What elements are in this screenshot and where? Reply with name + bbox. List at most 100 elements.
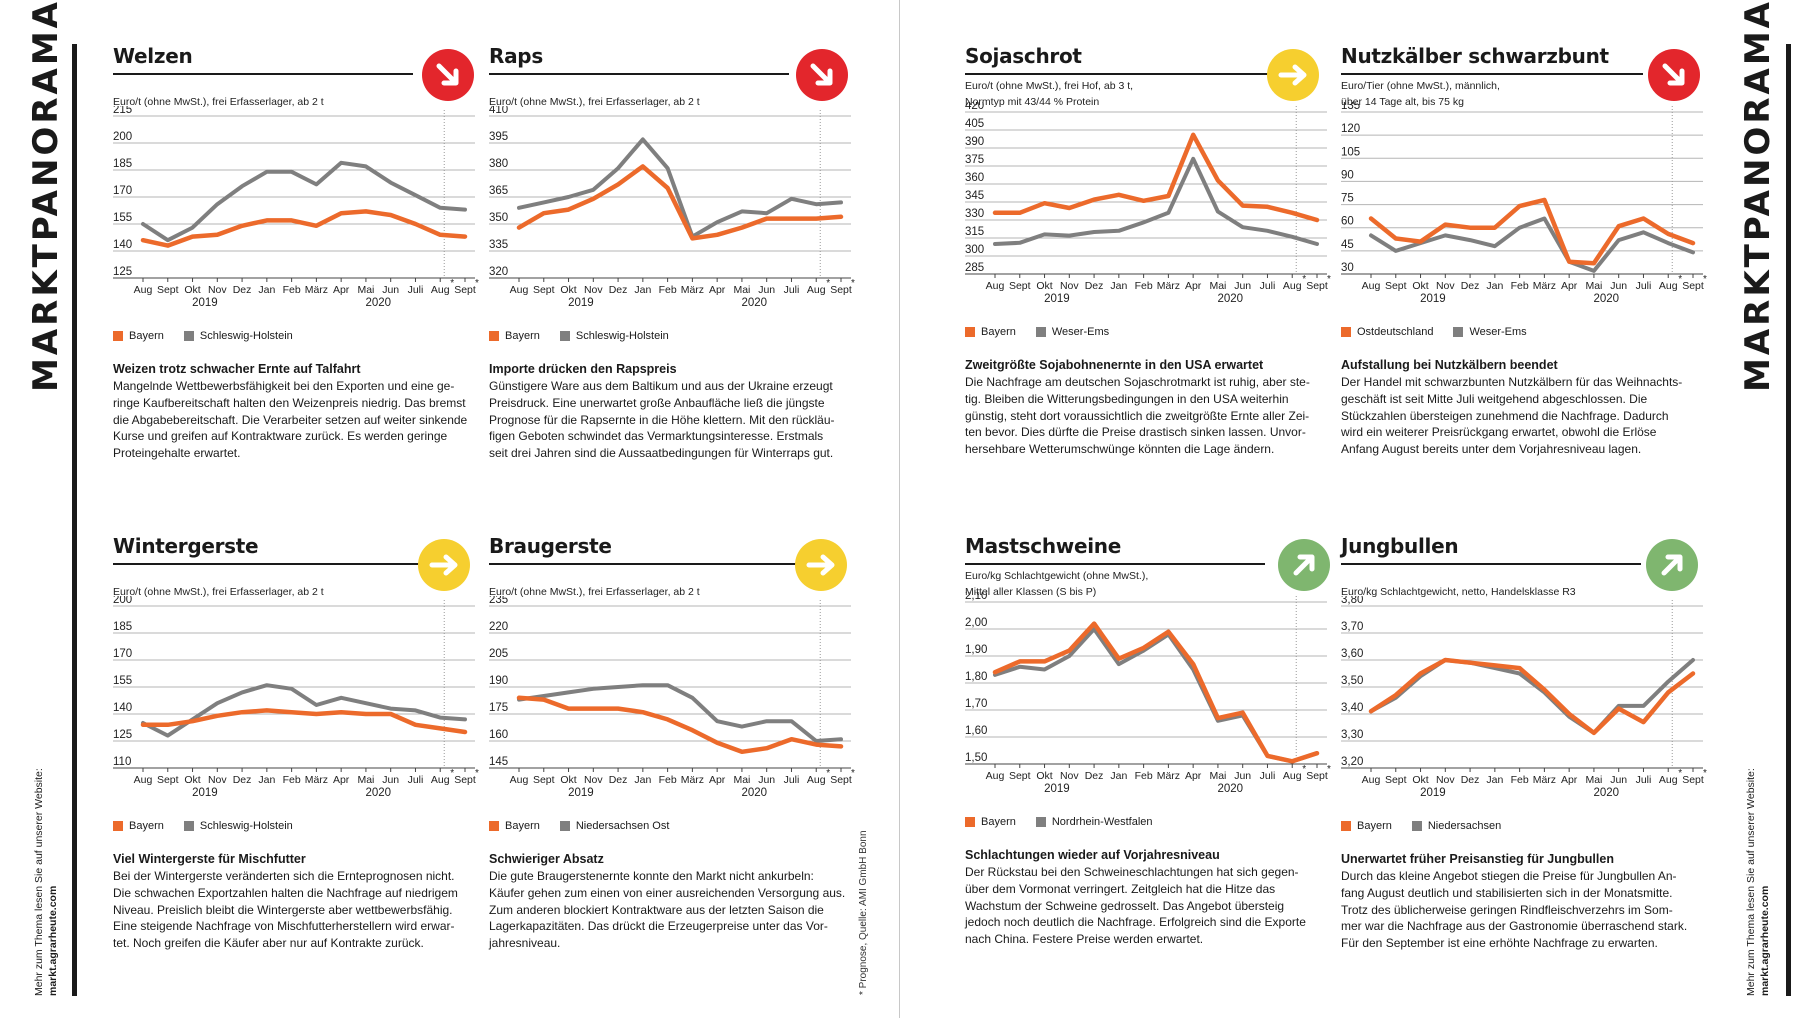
y-tick-label: 1,80 [965, 671, 987, 683]
down-right-arrow-icon [1648, 49, 1700, 101]
article-body-line: Trotz des üblicherweise geringen Rindfle… [1341, 902, 1673, 917]
y-tick-label: 2,00 [965, 617, 987, 629]
article-body-line: die Abgabebereitschaft. Die Verarbeiter … [113, 412, 468, 427]
x-tick-label: Aug [1283, 280, 1302, 292]
unit-label: Normtyp mit 43/44 % Protein [965, 96, 1100, 108]
legend-label: Bayern [981, 326, 1016, 338]
y-tick-label: 405 [965, 118, 984, 130]
year-label: 2020 [1218, 783, 1244, 795]
x-tick-label: Aug [1362, 774, 1381, 786]
x-tick-label: Aug [134, 774, 153, 786]
x-tick-label: Okt [184, 284, 200, 296]
legend-swatch [489, 821, 499, 831]
article-headline: Unerwartet früher Preisanstieg für Jungb… [1341, 852, 1614, 866]
x-tick-label: Okt [184, 774, 200, 786]
x-tick-label: Okt [1412, 280, 1428, 292]
year-label: 2019 [1420, 293, 1446, 305]
x-tick-label: Sept [157, 284, 179, 296]
y-tick-label: 3,80 [1341, 596, 1363, 606]
y-tick-label: 140 [113, 239, 132, 251]
year-label: 2020 [366, 787, 392, 799]
legend-label: Weser-Ems [1051, 326, 1110, 338]
panel-welzen: Welzen Euro/t (ohne MwSt.), frei Erfasser… [113, 44, 479, 534]
x-tick-label: Jun [1234, 770, 1251, 782]
legend-label: Schleswig-Holstein [575, 330, 669, 342]
article-body-line: geschäft ist seit Mitte Juli weitgehend … [1341, 391, 1648, 406]
y-tick-label: 3,70 [1341, 621, 1363, 633]
article-body-line: Prognose für die Rapsernte in die Höhe k… [489, 412, 835, 427]
x-tick-label: Dez [609, 284, 628, 296]
y-tick-label: 170 [113, 648, 132, 660]
y-tick-label: 375 [965, 154, 984, 166]
y-tick-label: 1,70 [965, 698, 987, 710]
x-tick-label: Juli [1260, 280, 1276, 292]
x-tick-label: März [1533, 280, 1556, 292]
y-tick-label: 1,90 [965, 644, 987, 656]
legend-label: Niedersachsen [1427, 820, 1502, 832]
x-tick-label: Apr [1185, 770, 1202, 782]
year-label: 2019 [192, 297, 218, 309]
y-tick-label: 30 [1341, 262, 1354, 274]
article-body-line: fang August deutlich und stabilisierten … [1341, 885, 1673, 900]
x-tick-label: Sept [1682, 774, 1704, 786]
x-tick-label: Aug [1659, 774, 1678, 786]
y-tick-label: 170 [113, 185, 132, 197]
legend-label: Nordrhein-Westfalen [1051, 816, 1153, 828]
left-website-note: Mehr zum Thema lesen Sie auf unserer Web… [32, 768, 60, 996]
y-tick-label: 155 [113, 675, 132, 687]
panel-mastschweine: Mastschweine Euro/kg Schlachtgewicht (ohn… [965, 534, 1331, 1024]
x-tick-label: Mai [733, 284, 750, 296]
forecast-mark: * [1327, 274, 1331, 285]
year-label: 2019 [192, 787, 218, 799]
x-tick-label: Juli [784, 284, 800, 296]
x-tick-label: März [1157, 770, 1180, 782]
legend-label: Bayern [1357, 820, 1392, 832]
x-tick-label: Sept [533, 284, 555, 296]
line-chart: 135 120 105 90 75 60 45 30 Aug Sept Okt Nov Dez Jan Fe… [1341, 102, 1707, 305]
x-tick-label: Apr [1185, 280, 1202, 292]
up-right-arrow-icon [1646, 539, 1698, 591]
series-line-orange [140, 708, 468, 735]
article-body-line: Der Handel mit schwarzbunten Nutzkälbern… [1341, 375, 1683, 389]
forecast-mark: * [851, 768, 855, 779]
left-side-rule [72, 44, 77, 996]
y-tick-label: 395 [489, 131, 508, 143]
article-body-line: Kurse und greifen auf Kontraktware zurüc… [113, 429, 448, 444]
legend: Bayern Niedersachsen Ost [489, 820, 683, 832]
y-tick-label: 3,20 [1341, 756, 1363, 768]
x-tick-label: Jun [1610, 280, 1627, 292]
y-tick-label: 200 [113, 131, 132, 143]
legend-label: Bayern [505, 330, 540, 342]
unit-label: Euro/t (ohne MwSt.), frei Erfasserlager,… [489, 96, 700, 108]
x-tick-label: Feb [1135, 280, 1153, 292]
line-chart: 2,10 2,00 1,90 1,80 1,70 1,60 1,50 Aug Sept Okt No… [965, 592, 1331, 795]
title-rule [965, 73, 1269, 75]
year-label: 2019 [1044, 783, 1070, 795]
article-body-line: ringe Kaufbereitschaft halten den Weizen… [113, 395, 466, 410]
year-label: 2020 [1218, 293, 1244, 305]
x-tick-label: Nov [1060, 770, 1079, 782]
x-tick-label: März [1533, 774, 1556, 786]
panel-jungbullen: Jungbullen Euro/kg Schlachtgewicht, netto… [1341, 534, 1707, 1024]
x-tick-label: Jan [634, 774, 651, 786]
legend-swatch [559, 331, 570, 341]
legend-label: Bayern [129, 330, 164, 342]
down-right-arrow-icon [422, 49, 474, 101]
legend-label: Bayern [129, 820, 164, 832]
title-rule [1341, 73, 1643, 75]
legend-label: Schleswig-Holstein [199, 330, 293, 342]
page-divider [899, 0, 900, 1018]
x-tick-label: Nov [1060, 280, 1079, 292]
x-tick-label: Nov [584, 284, 603, 296]
legend: Bayern Niedersachsen [1341, 820, 1515, 832]
legend-label: Weser-Ems [1469, 326, 1527, 338]
x-tick-label: Sept [1009, 280, 1031, 292]
x-tick-label: Okt [560, 284, 576, 296]
x-tick-label: Nov [1436, 774, 1455, 786]
legend-swatch [965, 327, 975, 337]
x-tick-label: Apr [1561, 280, 1578, 292]
y-tick-label: 365 [489, 185, 508, 197]
article-body-line: seit drei Jahren sind die Aussaatbedingu… [489, 446, 834, 461]
right-arrow-icon [1267, 49, 1319, 101]
